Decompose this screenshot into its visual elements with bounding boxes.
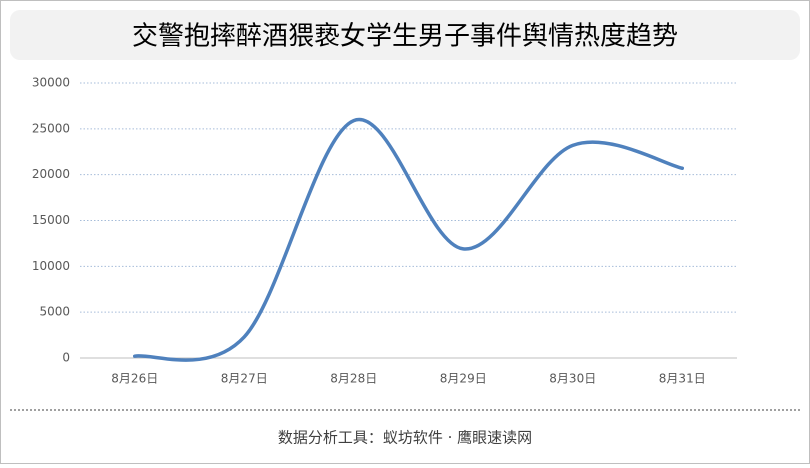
x-tick-label: 8月29日: [440, 372, 487, 386]
y-tick-label: 10000: [32, 259, 70, 273]
x-tick-label: 8月30日: [549, 372, 596, 386]
chart-title: 交警抱摔醉酒猥亵女学生男子事件舆情热度趋势: [132, 22, 678, 52]
y-tick-label: 30000: [32, 76, 70, 90]
x-tick-label: 8月31日: [659, 372, 706, 386]
x-tick-label: 8月27日: [221, 372, 268, 386]
y-tick-label: 20000: [32, 167, 70, 181]
x-tick-label: 8月28日: [330, 372, 377, 386]
title-box: [10, 10, 800, 60]
y-tick-label: 15000: [32, 213, 70, 227]
y-tick-label: 0: [62, 351, 70, 365]
y-tick-label: 5000: [39, 305, 70, 319]
footer: 数据分析工具：蚁坊软件 · 鹰眼速读网: [278, 429, 532, 447]
line: [133, 117, 684, 362]
x-tick-label: 8月26日: [111, 372, 158, 386]
y-tick-label: 25000: [32, 121, 70, 135]
